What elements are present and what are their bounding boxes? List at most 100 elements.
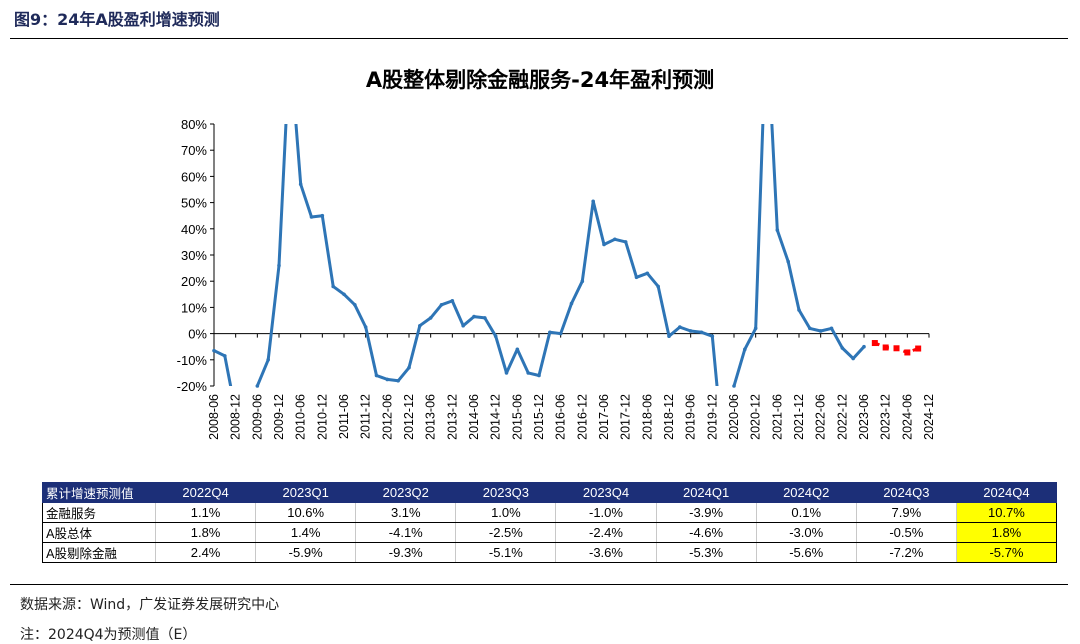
table-header-cell: 2024Q3 [855,482,957,503]
table-cell: -5.3% [655,542,757,563]
data-point [331,284,335,289]
table-cell: -4.1% [355,522,457,543]
x-tick-label: 2014-06 [467,394,481,440]
x-tick-label: 2009-12 [272,394,286,440]
table-cell: 3.1% [355,502,457,523]
source-note: 数据来源：Wind，广发证券发展研究中心 [20,597,280,613]
data-point [732,384,736,388]
data-point [298,182,303,187]
x-tick-label: 2011-06 [337,394,351,439]
x-tick-label: 2017-12 [619,394,633,440]
x-tick-label: 2012-06 [380,394,394,440]
data-point [342,292,346,297]
table-cell: 0.1% [755,502,857,523]
data-point [602,242,606,247]
x-tick-label: 2019-06 [684,394,698,440]
data-point [840,346,845,350]
y-tick-label: 70% [181,143,207,158]
x-tick-label: 2009-06 [250,394,264,440]
data-point [645,271,650,276]
y-tick-label: 40% [181,222,207,237]
data-point [667,334,671,339]
footnote: 注：2024Q4为预测值（E） [20,627,197,643]
y-tick-label: 0% [188,327,207,342]
x-tick-label: 2021-12 [792,394,806,440]
y-tick-label: 10% [181,300,207,315]
data-point [613,237,617,242]
forecast-point [915,345,922,352]
y-tick-label: 80% [181,117,207,132]
x-tick-label: 2022-12 [835,394,849,440]
table-cell: 1.4% [255,522,357,543]
data-point [515,347,520,352]
table-cell: -5.6% [755,542,857,563]
row-name: A股剔除金融 [42,542,156,563]
data-point [418,323,422,328]
data-point [710,334,715,339]
data-point [266,358,270,362]
table-header-cell: 2023Q2 [355,482,457,503]
data-point [548,330,552,335]
table-cell: -2.4% [555,522,657,543]
forecast-point [882,344,889,351]
table-header-cell: 2024Q2 [755,482,857,503]
line-chart: -20% -10% 0% 10% 20% 30% 40% 50% 60% 70% 80% 2008-… [177,117,936,440]
data-point [537,373,541,378]
table-cell: 1.1% [154,502,257,523]
x-tick-label: 2024-06 [900,394,914,440]
table-cell: 7.9% [855,502,957,523]
x-tick-label: 2016-12 [575,394,589,440]
data-point [320,213,325,218]
data-point [851,356,855,361]
data-point [862,344,866,349]
table-cell: -2.5% [455,522,557,543]
data-point [277,263,281,268]
x-tick-label: 2023-06 [857,394,871,440]
data-point [309,215,314,219]
table-header-cell: 2023Q3 [455,482,557,503]
x-tick-label: 2016-06 [554,394,568,440]
data-point [558,331,563,336]
data-point [407,365,411,370]
table-row: 金融服务 1.1% 10.6% 3.1% 1.0% -1.0% -3.9% 0.1% 7.9% 1… [42,502,1058,523]
table-header-cell: 2023Q1 [255,482,357,503]
x-tick-label: 2010-12 [315,394,329,440]
x-tick-label: 2012-12 [402,394,416,440]
x-tick-label: 2020-12 [749,394,763,440]
table-header-label: 累计增速预测值 [42,482,156,503]
table-cell: -5.7% [955,542,1058,563]
x-tick-label: 2011-12 [359,394,373,439]
series-actual-line [214,124,866,386]
y-tick-label: -20% [177,379,208,394]
x-tick-label: 2013-12 [445,394,459,440]
table-header-cell: 2023Q4 [555,482,657,503]
data-point [829,326,834,331]
data-point [255,384,260,388]
series-lines [212,124,922,388]
data-point [797,308,801,312]
data-point [580,279,585,284]
y-tick-label: 50% [181,196,207,211]
top-rule [10,38,1068,39]
data-point [775,228,780,232]
data-point [623,240,628,244]
table-header-row: 累计增速预测值 2022Q4 2023Q1 2023Q2 2023Q3 2023Q4 202… [42,482,1058,503]
table-cell: -3.9% [655,502,757,523]
data-point [396,378,400,383]
data-point [223,354,227,358]
projection-table: 累计增速预测值 2022Q4 2023Q1 2023Q2 2023Q3 2023Q4 202… [42,482,1058,563]
data-point [634,275,639,280]
x-tick-label: 2015-06 [510,394,524,440]
x-tick-label: 2020-06 [727,394,741,440]
y-axis: -20% -10% 0% 10% 20% 30% 40% 50% 60% 70% 80% [177,117,215,394]
data-point [363,325,368,329]
data-point [461,323,465,328]
row-name: 金融服务 [42,502,156,523]
x-tick-label: 2018-06 [640,394,654,440]
data-point [450,299,455,303]
x-tick-label: 2010-06 [294,394,308,440]
table-row: A股剔除金融 2.4% -5.9% -9.3% -5.1% -3.6% -5.3% -5.6%… [42,542,1058,563]
table-cell: 2.4% [154,542,257,563]
forecast-point [871,340,878,347]
table-row: A股总体 1.8% 1.4% -4.1% -2.5% -2.4% -4.6% -3.0% -0.… [42,522,1058,543]
